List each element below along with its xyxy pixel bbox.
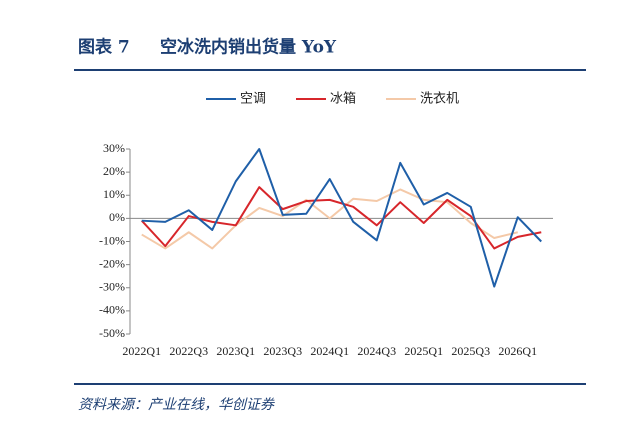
y-tick-label: -30% [99, 280, 125, 294]
y-tick-label: -40% [99, 303, 125, 317]
y-tick-label: -10% [99, 233, 125, 247]
legend-label: 空调 [240, 92, 266, 107]
x-tick-label: 2024Q1 [310, 344, 349, 358]
figure-label: 图表 7 [78, 37, 130, 58]
y-tick-label: -50% [99, 326, 125, 340]
series-line [141, 188, 518, 250]
y-tick-label: 0% [109, 210, 125, 224]
y-tick-label: 10% [103, 187, 125, 201]
x-tick-label: 2023Q1 [216, 344, 255, 358]
x-tick-label: 2025Q1 [404, 344, 443, 358]
y-tick-label: 30% [103, 141, 125, 155]
source: 资料来源：产业在线，华创证券 [78, 397, 275, 413]
x-tick-label: 2024Q3 [357, 344, 396, 358]
x-tick-label: 2022Q3 [169, 344, 208, 358]
x-tick-label: 2022Q1 [122, 344, 161, 358]
y-tick-label: -20% [99, 256, 125, 270]
series-line [141, 148, 542, 288]
legend-label: 冰箱 [330, 91, 356, 107]
y-tick-label: 20% [103, 164, 125, 178]
chart-title: 空冰洗内销出货量 YoY [160, 37, 337, 58]
x-tick-label: 2025Q3 [451, 344, 490, 358]
legend-label: 洗衣机 [420, 91, 459, 107]
x-tick-label: 2023Q3 [263, 344, 302, 358]
x-tick-label: 2026Q1 [498, 344, 537, 358]
